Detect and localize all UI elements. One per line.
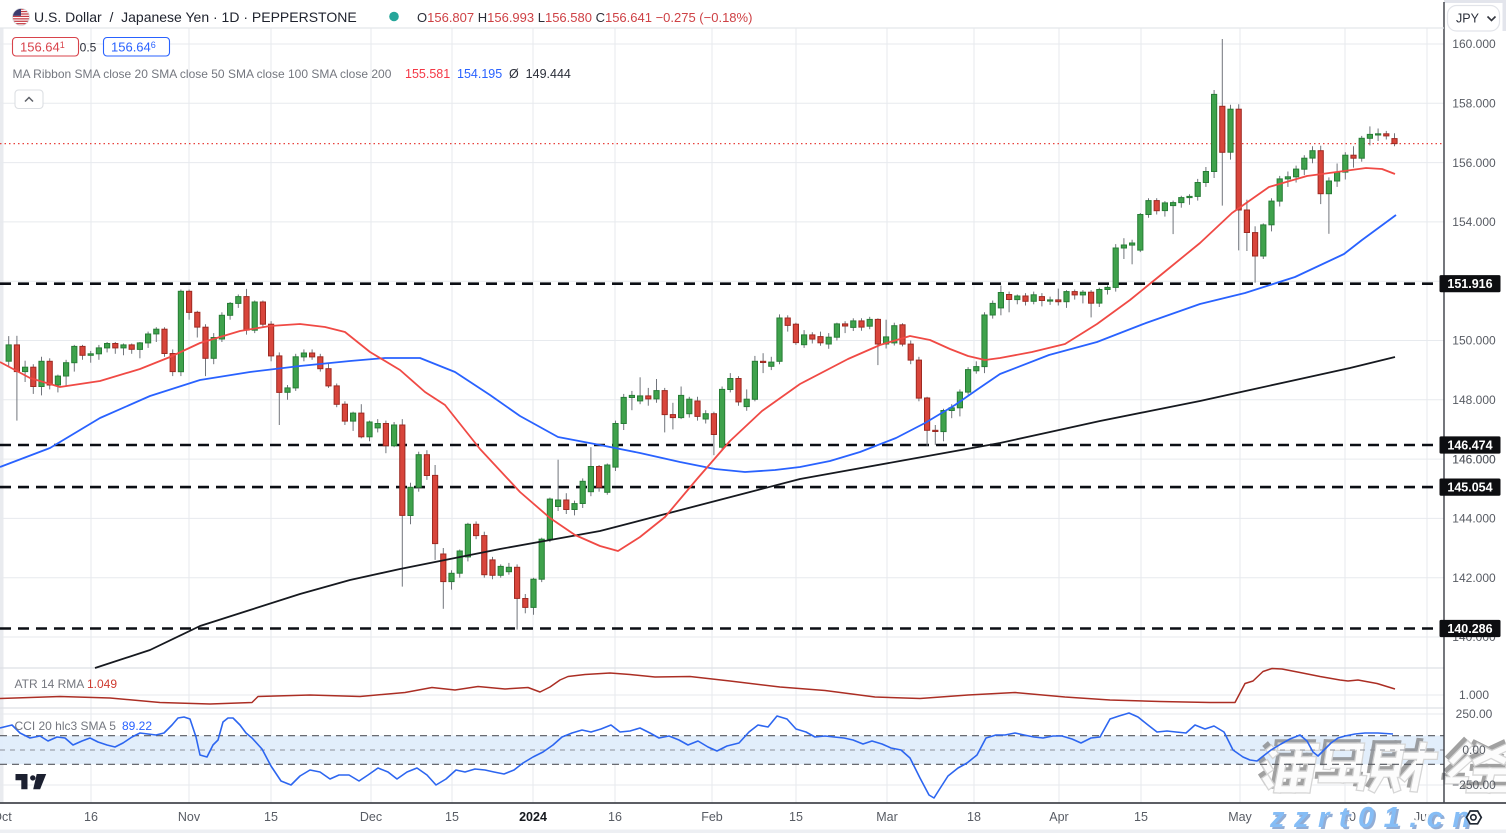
- svg-text:20: 20: [1342, 810, 1356, 824]
- svg-text:CCI 20 hlc3 SMA 5: CCI 20 hlc3 SMA 5: [15, 719, 117, 733]
- svg-text:MA Ribbon SMA close 20 SMA clo: MA Ribbon SMA close 20 SMA close 50 SMA …: [13, 67, 392, 81]
- svg-text:Nov: Nov: [178, 810, 201, 824]
- svg-text:89.22: 89.22: [122, 719, 152, 733]
- svg-text:250.00: 250.00: [1456, 707, 1493, 721]
- svg-text:148.000: 148.000: [1452, 393, 1496, 407]
- svg-text:JPY: JPY: [1456, 12, 1480, 26]
- svg-text:144.000: 144.000: [1452, 512, 1496, 526]
- svg-text:1.000: 1.000: [1459, 688, 1489, 702]
- svg-text:160.000: 160.000: [1452, 37, 1496, 51]
- svg-text:Apr: Apr: [1049, 810, 1068, 824]
- svg-text:158.000: 158.000: [1452, 97, 1496, 111]
- svg-text:156.646: 156.646: [111, 40, 156, 55]
- svg-text:−250.00: −250.00: [1452, 778, 1496, 792]
- svg-text:U.S. Dollar / Japanese Yen ·: U.S. Dollar / Japanese Yen · 1D · PEPPER…: [34, 9, 357, 25]
- svg-text:15: 15: [1134, 810, 1148, 824]
- svg-text:Feb: Feb: [701, 810, 723, 824]
- svg-text:140.286: 140.286: [1447, 622, 1492, 636]
- svg-text:150.000: 150.000: [1452, 334, 1496, 348]
- svg-text:146.474: 146.474: [1447, 438, 1492, 452]
- svg-text:151.916: 151.916: [1447, 277, 1492, 291]
- svg-text:Mar: Mar: [876, 810, 898, 824]
- svg-text:0.5: 0.5: [80, 41, 97, 55]
- svg-text:Oct: Oct: [0, 810, 12, 824]
- svg-text:18: 18: [967, 810, 981, 824]
- svg-text:zzrt01.cn: zzrt01.cn: [1271, 804, 1482, 833]
- svg-text:1.049: 1.049: [87, 677, 117, 691]
- svg-text:15: 15: [445, 810, 459, 824]
- svg-text:155.581: 155.581: [405, 67, 450, 81]
- svg-text:146.000: 146.000: [1452, 452, 1496, 466]
- svg-text:zzrt01.cn: zzrt01.cn: [1269, 802, 1480, 833]
- svg-text:zzrt01.cn: zzrt01.cn: [1269, 802, 1480, 833]
- svg-text:0.00: 0.00: [1462, 743, 1486, 757]
- svg-text:154.000: 154.000: [1452, 215, 1496, 229]
- svg-text:May: May: [1228, 810, 1252, 824]
- svg-text:2024: 2024: [519, 810, 547, 824]
- svg-text:146.000: 146.000: [1452, 452, 1496, 466]
- svg-text:156.641: 156.641: [20, 40, 65, 55]
- svg-text:O156.807 H156.993 L156.580 C15: O156.807 H156.993 L156.580 C156.641 −0.2…: [417, 10, 752, 25]
- svg-text:145.054: 145.054: [1447, 481, 1492, 495]
- svg-text:Dec: Dec: [360, 810, 382, 824]
- svg-text:15: 15: [264, 810, 278, 824]
- svg-text:16: 16: [608, 810, 622, 824]
- svg-text:154.195: 154.195: [457, 67, 502, 81]
- svg-text:Jun: Jun: [1414, 810, 1434, 824]
- svg-text:15: 15: [789, 810, 803, 824]
- svg-text:16: 16: [84, 810, 98, 824]
- svg-text:Ø 149.444: Ø 149.444: [509, 67, 571, 81]
- svg-text:142.000: 142.000: [1452, 571, 1496, 585]
- svg-text:156.000: 156.000: [1452, 156, 1496, 170]
- svg-text:ATR 14 RMA: ATR 14 RMA: [15, 677, 85, 691]
